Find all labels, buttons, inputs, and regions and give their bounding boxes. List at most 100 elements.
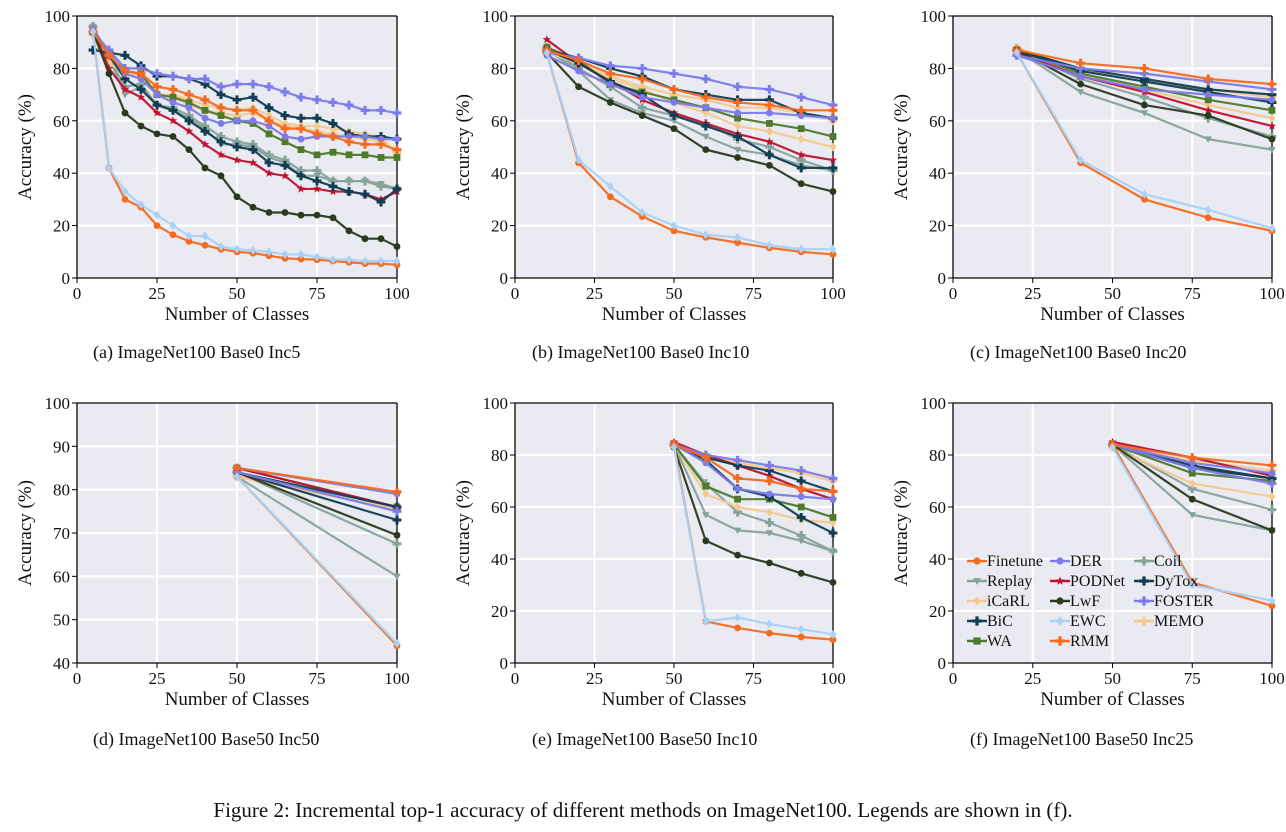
data-point xyxy=(829,636,837,643)
data-point xyxy=(121,187,129,196)
legend: Finetune Replay iCaRL BiC WA DER PODNet LwF EWC R… xyxy=(967,553,1214,650)
data-point xyxy=(313,121,321,131)
data-point xyxy=(1076,58,1086,68)
legend-label: Coil xyxy=(1154,553,1182,570)
caption-e: (e) ImageNet100 Base50 Inc10 xyxy=(532,729,758,749)
data-point xyxy=(637,103,647,113)
data-point xyxy=(1267,121,1277,130)
y-axis-label: Accuracy (%) xyxy=(15,94,36,200)
data-point xyxy=(184,90,194,100)
data-point xyxy=(264,158,274,168)
y-tick-label: 100 xyxy=(921,7,947,26)
data-point xyxy=(1139,69,1149,79)
data-point xyxy=(296,113,306,123)
data-point xyxy=(296,166,306,175)
data-point xyxy=(829,142,837,152)
data-point xyxy=(201,231,209,241)
data-point xyxy=(184,74,194,84)
data-point xyxy=(264,116,274,126)
x-tick-label: 0 xyxy=(511,284,520,303)
data-point xyxy=(734,495,741,503)
data-point xyxy=(280,171,290,180)
x-tick-label: 100 xyxy=(820,669,846,688)
y-tick-label: 100 xyxy=(921,394,947,413)
data-point xyxy=(296,92,306,102)
data-point xyxy=(764,150,774,160)
data-point xyxy=(264,82,274,92)
data-point xyxy=(377,256,385,266)
data-point xyxy=(152,108,162,117)
series-line xyxy=(673,443,834,519)
y-tick-label: 60 xyxy=(929,498,946,517)
legend-label: LwF xyxy=(1070,593,1100,610)
data-point xyxy=(607,181,614,191)
y-tick-label: 20 xyxy=(929,602,946,621)
data-point xyxy=(734,613,741,622)
data-point xyxy=(393,639,401,648)
data-point xyxy=(360,105,370,115)
data-point xyxy=(296,171,306,181)
data-point xyxy=(345,133,353,140)
series-bic xyxy=(88,27,402,207)
data-point xyxy=(152,100,162,110)
data-point xyxy=(796,531,806,541)
data-point xyxy=(104,50,114,60)
data-point xyxy=(345,227,353,235)
data-point xyxy=(734,551,741,559)
data-point xyxy=(200,121,210,131)
data-point xyxy=(1139,63,1149,73)
caption-b: (b) ImageNet100 Base0 Inc10 xyxy=(532,342,750,362)
data-point xyxy=(1267,460,1277,470)
data-point xyxy=(168,84,178,94)
data-point xyxy=(1141,189,1148,199)
data-point xyxy=(669,90,679,100)
data-point xyxy=(377,235,385,243)
data-point xyxy=(392,108,402,118)
data-point xyxy=(1188,479,1196,489)
y-axis-label: Accuracy (%) xyxy=(891,480,912,586)
legend-label: DER xyxy=(1070,553,1102,570)
data-point xyxy=(796,92,806,102)
data-point xyxy=(797,493,805,500)
data-point xyxy=(796,476,806,486)
data-point xyxy=(702,512,710,519)
data-point xyxy=(121,196,129,203)
data-point xyxy=(281,133,289,140)
data-point xyxy=(733,473,743,483)
data-point xyxy=(264,168,274,177)
data-point xyxy=(1139,92,1149,102)
y-tick-label: 60 xyxy=(53,567,70,586)
data-point xyxy=(766,240,773,250)
legend-item-dytox: DyTox xyxy=(1134,573,1198,590)
data-point xyxy=(232,155,242,164)
data-point xyxy=(265,122,273,130)
x-tick-label: 100 xyxy=(1259,669,1285,688)
series-foster xyxy=(88,27,402,118)
data-point xyxy=(733,455,743,465)
series-ewc xyxy=(543,48,837,254)
legend-marker xyxy=(1056,616,1064,626)
data-point xyxy=(168,116,178,125)
series-ewc xyxy=(233,472,401,648)
data-point xyxy=(575,155,582,165)
series-line xyxy=(672,446,834,584)
legend-label: Replay xyxy=(987,573,1032,590)
data-point xyxy=(265,130,273,138)
x-tick-label: 50 xyxy=(229,284,246,303)
data-point xyxy=(1188,459,1196,467)
data-point xyxy=(376,139,386,149)
data-point xyxy=(232,137,242,147)
data-point xyxy=(702,616,710,626)
data-point xyxy=(184,126,194,135)
data-point xyxy=(312,95,322,105)
data-point xyxy=(344,187,354,196)
data-point xyxy=(765,471,774,480)
data-point xyxy=(797,633,805,641)
data-point xyxy=(1267,84,1277,94)
data-point xyxy=(797,125,805,133)
series-line xyxy=(673,443,834,534)
series-line xyxy=(546,49,834,172)
data-point xyxy=(201,241,209,249)
